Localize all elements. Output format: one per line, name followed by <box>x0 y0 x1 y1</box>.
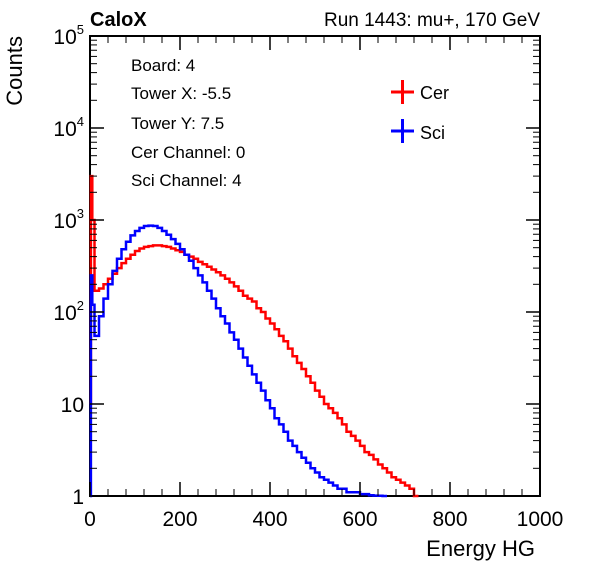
series-line-sci <box>89 224 387 498</box>
x-axis-label: Energy HG <box>426 536 535 561</box>
legend-marker-sci <box>391 119 414 143</box>
x-tick-label: 600 <box>342 508 377 531</box>
y-axis-label: Counts <box>2 36 27 106</box>
legend: Cer Sci <box>391 80 449 143</box>
y-tick-label: 104 <box>53 114 84 141</box>
info-tower-x: Tower X: -5.5 <box>131 84 231 103</box>
series-line-cer <box>89 174 419 498</box>
info-tower-y: Tower Y: 7.5 <box>131 114 224 133</box>
chart-title-left: CaloX <box>90 9 147 31</box>
y-tick-label: 105 <box>53 22 84 49</box>
x-axis: 0 200 400 600 800 1000 <box>84 36 563 531</box>
legend-marker-cer <box>391 80 414 104</box>
x-tick-label: 400 <box>252 508 287 531</box>
x-tick-label: 200 <box>162 508 197 531</box>
legend-label-cer: Cer <box>420 83 449 103</box>
y-tick-label: 1 <box>72 486 84 509</box>
info-cer-channel: Cer Channel: 0 <box>131 143 245 162</box>
info-sci-channel: Sci Channel: 4 <box>131 171 242 190</box>
plot-frame <box>89 35 541 497</box>
y-axis: 1 10 102 103 104 105 <box>53 22 540 509</box>
chart-title-right: Run 1443: mu+, 170 GeV <box>324 10 540 31</box>
info-board: Board: 4 <box>131 56 195 75</box>
y-tick-label: 103 <box>53 206 84 233</box>
x-tick-label: 1000 <box>517 508 564 531</box>
x-tick-label: 0 <box>84 508 96 531</box>
info-box: Board: 4 Tower X: -5.5 Tower Y: 7.5 Cer … <box>131 56 245 190</box>
legend-label-sci: Sci <box>420 123 445 143</box>
y-tick-label: 10 <box>61 394 84 417</box>
x-tick-label: 800 <box>432 508 467 531</box>
y-tick-label: 102 <box>53 298 84 325</box>
series-layer <box>89 174 419 498</box>
